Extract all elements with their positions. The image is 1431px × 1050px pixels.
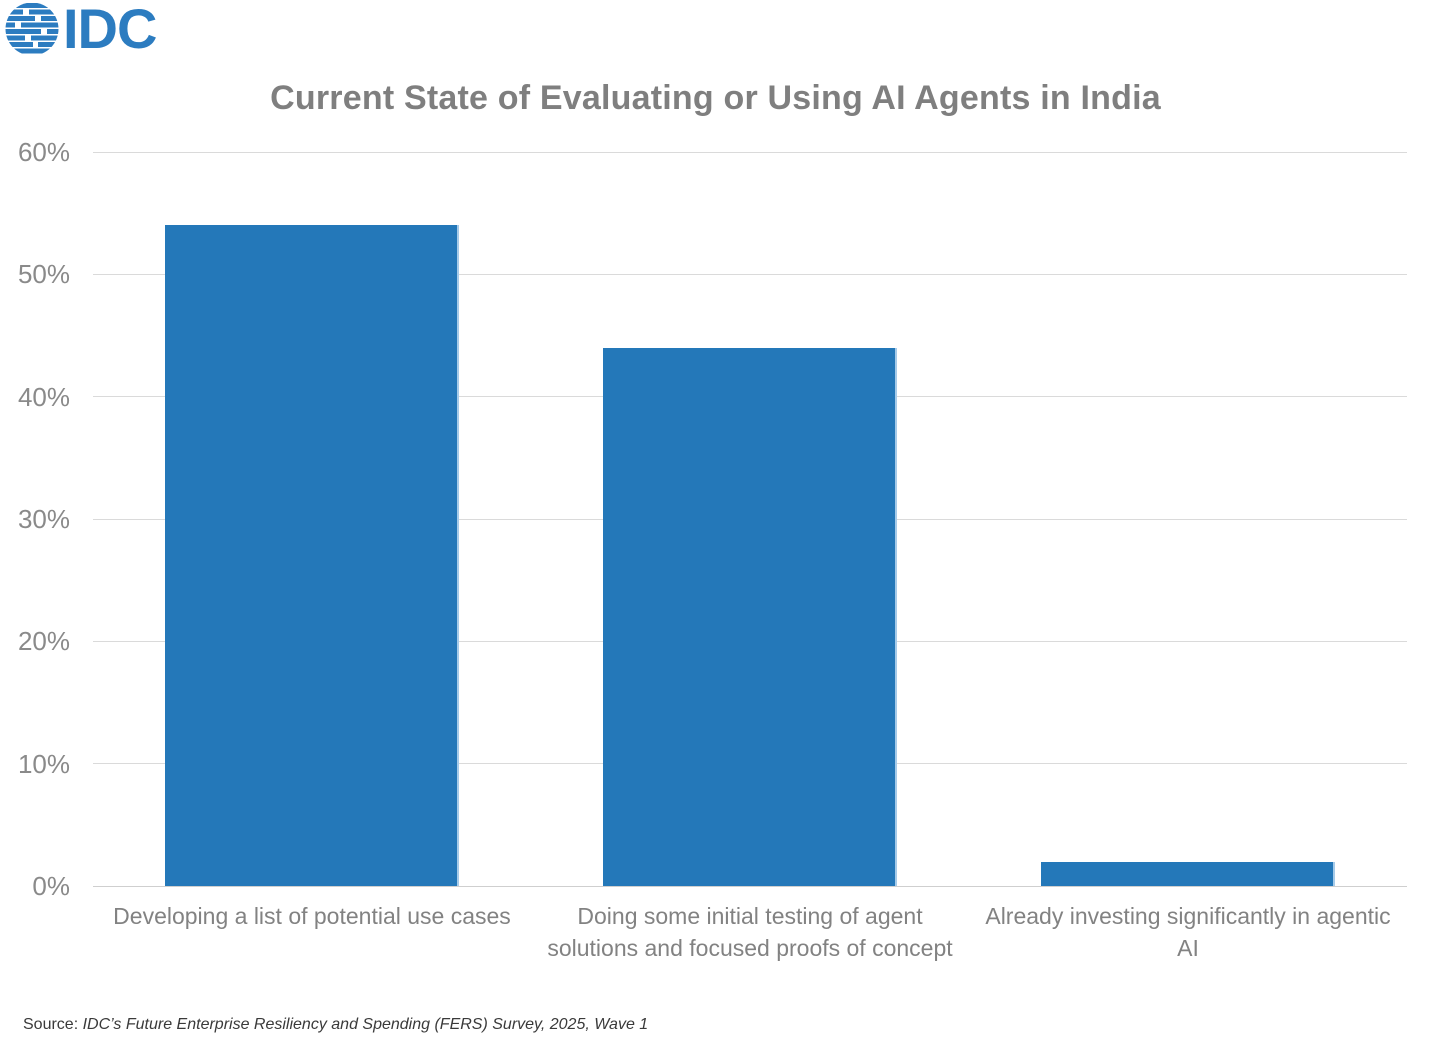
plot-area — [93, 151, 1407, 887]
gridline-50 — [93, 273, 1407, 275]
y-tick-label-30: 30% — [17, 504, 70, 534]
bar-1 — [603, 347, 897, 886]
bar-2 — [1041, 861, 1335, 886]
chart-title: Current State of Evaluating or Using AI … — [270, 79, 1161, 117]
idc-logo: IDC — [5, 0, 177, 60]
y-tick-label-10: 10% — [17, 748, 70, 779]
category-label-2: Already investing significantly in agent… — [985, 903, 1391, 961]
bar-0 — [165, 225, 459, 886]
source-line: Source: IDC’s Future Enterprise Resilien… — [23, 1016, 648, 1034]
bar-slot-2 — [969, 152, 1407, 886]
y-tick-label-40: 40% — [17, 381, 70, 412]
bar-slot-1 — [531, 152, 969, 886]
y-tick-label-0: 0% — [32, 871, 70, 901]
y-tick-label-60: 60% — [17, 137, 70, 167]
gridline-60 — [93, 151, 1407, 153]
category-label-1: Doing some initial testing of agent solu… — [547, 903, 953, 961]
x-axis-labels: Developing a list of potential use cases… — [93, 900, 1407, 964]
y-tick-label-50: 50% — [17, 259, 70, 290]
bar-series — [93, 152, 1407, 886]
y-tick-label-20: 20% — [17, 626, 70, 657]
idc-logo-text: IDC — [63, 0, 157, 60]
bar-slot-0 — [93, 152, 531, 886]
source-text: IDC’s Future Enterprise Resiliency and S… — [82, 1016, 649, 1033]
source-prefix: Source: — [23, 1016, 83, 1033]
category-label-0: Developing a list of potential use cases — [113, 903, 511, 929]
gridline-0 — [93, 885, 1407, 887]
idc-globe-icon — [5, 3, 59, 54]
